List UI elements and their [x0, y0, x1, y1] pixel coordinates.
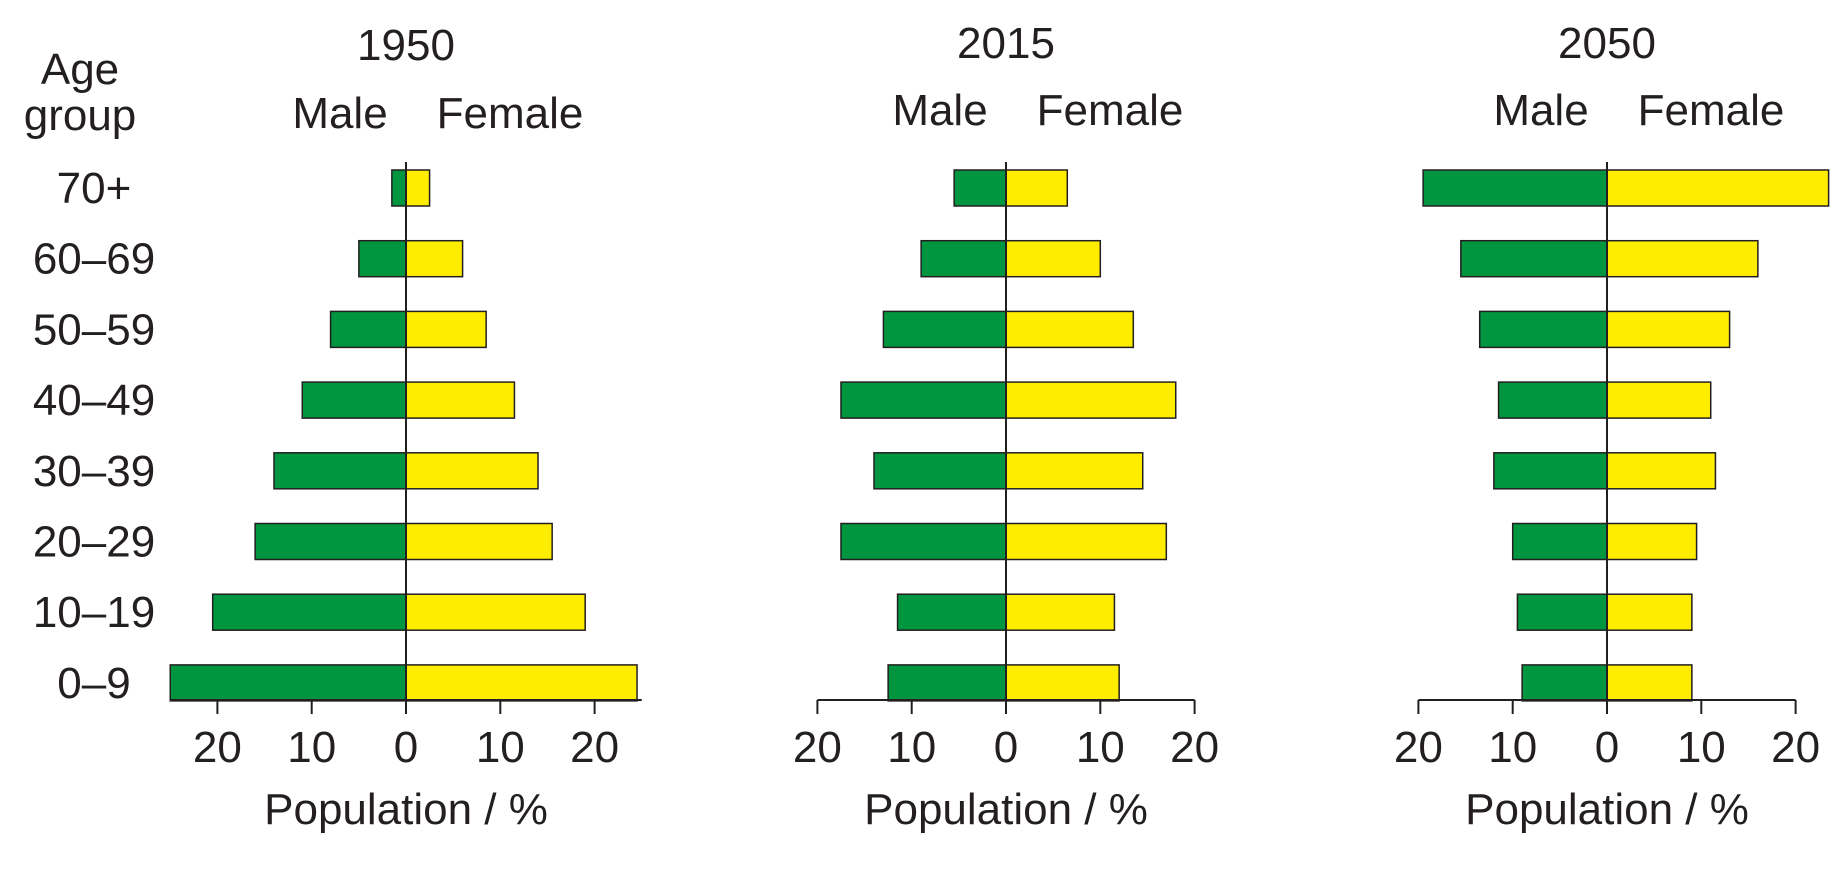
age-group-label-line2: group: [24, 91, 137, 140]
bar-male-2015-0: [953, 169, 1007, 207]
x-tick-label-2050-0: 20: [1394, 723, 1443, 772]
bar-female-1950-5: [405, 522, 553, 561]
bar-female-2015-3: [1005, 381, 1177, 419]
x-tick-label-2015-0: 20: [793, 723, 842, 772]
female-label-2050: Female: [1638, 86, 1785, 135]
bar-male-2050-7: [1521, 664, 1608, 702]
male-label-2050: Male: [1493, 86, 1588, 135]
x-tick-label-2015-1: 10: [887, 723, 936, 772]
bar-female-2015-0: [1005, 169, 1069, 207]
bar-male-1950-4: [273, 452, 407, 490]
bar-male-1950-2: [329, 310, 407, 349]
bar-male-2050-5: [1511, 522, 1608, 561]
bar-male-2050-2: [1478, 310, 1608, 349]
female-label-1950: Female: [437, 89, 584, 138]
bar-male-2015-2: [882, 310, 1007, 349]
age-category-label: 0–9: [57, 659, 130, 708]
bar-female-2015-2: [1005, 310, 1135, 349]
age-category-label: 10–19: [33, 588, 155, 637]
bar-female-2015-5: [1005, 522, 1168, 561]
bar-female-2050-3: [1606, 381, 1712, 419]
bar-female-2015-6: [1005, 593, 1116, 631]
x-tick-label-1950-0: 20: [193, 723, 242, 772]
bar-male-2050-4: [1493, 452, 1608, 490]
panel-title-2015: 2015: [957, 19, 1055, 68]
bar-male-2015-3: [840, 381, 1007, 419]
bar-female-1950-4: [405, 452, 539, 490]
bar-male-1950-3: [301, 381, 407, 419]
bar-female-2050-2: [1606, 310, 1731, 349]
bar-male-2050-0: [1422, 169, 1608, 207]
bar-male-2015-7: [887, 664, 1007, 702]
bar-male-1950-6: [211, 593, 407, 631]
age-category-label: 40–49: [33, 376, 155, 425]
x-tick-label-2015-3: 10: [1076, 723, 1125, 772]
bar-female-1950-6: [405, 593, 586, 631]
bar-female-2015-1: [1005, 239, 1102, 278]
x-axis-label-2050: Population / %: [1465, 785, 1749, 834]
bar-female-1950-0: [405, 169, 431, 207]
bar-male-1950-1: [358, 239, 407, 278]
female-label-2015: Female: [1037, 86, 1184, 135]
bar-female-2050-5: [1606, 522, 1698, 561]
age-category-label: 70+: [57, 164, 132, 213]
age-group-label-line1: Age: [41, 45, 119, 94]
male-label-2015: Male: [892, 86, 987, 135]
x-tick-label-1950-2: 0: [394, 723, 418, 772]
bar-female-1950-2: [405, 310, 487, 349]
male-label-1950: Male: [292, 89, 387, 138]
bar-male-1950-7: [169, 664, 407, 702]
x-tick-label-1950-1: 10: [287, 723, 336, 772]
panel-title-1950: 1950: [357, 21, 455, 70]
bar-male-2050-3: [1497, 381, 1608, 419]
bar-female-1950-1: [405, 239, 464, 278]
x-tick-label-1950-4: 20: [570, 723, 619, 772]
age-category-label: 20–29: [33, 518, 155, 567]
x-tick-label-2050-3: 10: [1677, 723, 1726, 772]
x-axis-label-2015: Population / %: [864, 785, 1148, 834]
bar-female-2050-6: [1606, 593, 1693, 631]
x-tick-label-1950-3: 10: [476, 723, 525, 772]
bar-male-2015-4: [873, 452, 1007, 490]
bar-male-2050-1: [1460, 239, 1608, 278]
bar-male-2015-6: [896, 593, 1007, 631]
x-tick-label-2015-2: 0: [994, 723, 1018, 772]
age-category-label: 30–39: [33, 447, 155, 496]
bar-female-2015-4: [1005, 452, 1144, 490]
bar-female-2015-7: [1005, 664, 1120, 702]
bar-female-2050-1: [1606, 239, 1759, 278]
bar-female-1950-7: [405, 664, 638, 702]
panel-title-2050: 2050: [1558, 19, 1656, 68]
x-tick-label-2050-1: 10: [1488, 723, 1537, 772]
bar-female-1950-3: [405, 381, 516, 419]
bar-male-1950-5: [254, 522, 407, 561]
x-tick-label-2050-4: 20: [1771, 723, 1820, 772]
bar-male-2015-1: [920, 239, 1007, 278]
x-tick-label-2050-2: 0: [1595, 723, 1619, 772]
bar-male-2050-6: [1516, 593, 1608, 631]
bar-female-2050-0: [1606, 169, 1830, 207]
bar-female-2050-7: [1606, 664, 1693, 702]
bar-male-1950-0: [391, 169, 407, 207]
x-tick-label-2015-4: 20: [1170, 723, 1219, 772]
bar-female-2050-4: [1606, 452, 1717, 490]
x-axis-label-1950: Population / %: [264, 785, 548, 834]
age-category-label: 50–59: [33, 305, 155, 354]
age-category-label: 60–69: [33, 235, 155, 284]
bar-male-2015-5: [840, 522, 1007, 561]
